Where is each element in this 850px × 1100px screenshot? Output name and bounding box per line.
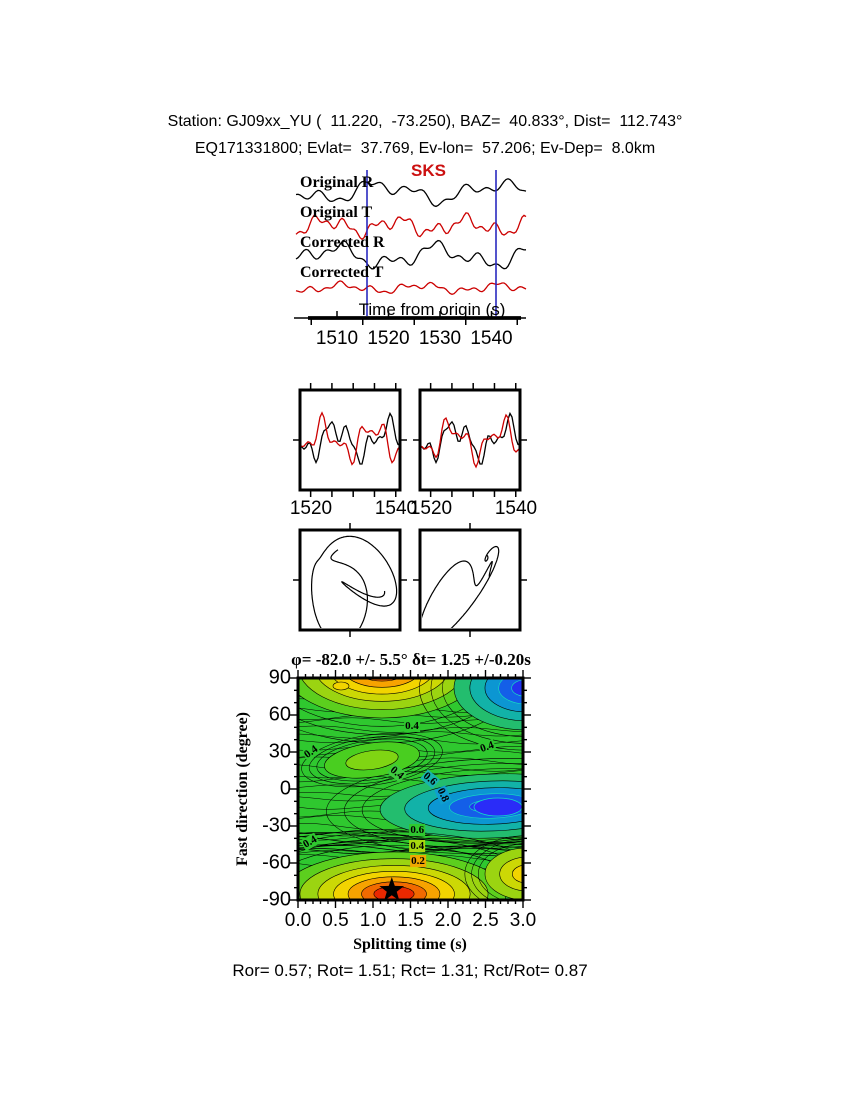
trace-label-corrected-t: Corrected T — [300, 264, 384, 281]
compare-left-tick-label: 1540 — [374, 498, 418, 519]
contour-level-label: 0.4 — [409, 839, 426, 852]
contour-x-tick-label: 0.5 — [322, 910, 349, 931]
time-axis-tick-label: 1530 — [418, 328, 462, 349]
contour-x-tick-label: 1.5 — [397, 910, 424, 931]
energy-ratio-stats: Ror= 0.57; Rot= 1.51; Rct= 1.31; Rct/Rot… — [232, 961, 588, 980]
particle-motion-panels — [293, 523, 527, 637]
trace-label-corrected-r: Corrected R — [300, 234, 385, 251]
contour-y-tick-label: 90 — [268, 666, 291, 689]
contour-x-tick-label: 2.0 — [434, 910, 462, 931]
contour-x-tick-label: 3.0 — [509, 910, 537, 931]
compare-right-tick-label: 1520 — [409, 498, 453, 519]
contour-y-tick-label: 60 — [268, 703, 291, 726]
contour-level-label: 0.6 — [409, 823, 426, 836]
station-info-line: Station: GJ09xx_YU ( 11.220, -73.250), B… — [167, 113, 683, 130]
error-surface-plot — [290, 670, 531, 908]
contour-x-tick-label: 1.0 — [359, 910, 387, 931]
trace-label-original-r: Original R — [300, 174, 374, 191]
time-axis-tick-label: 1510 — [315, 328, 359, 349]
time-axis-tick-label: 1540 — [470, 328, 513, 349]
contour-y-tick-label: -30 — [262, 814, 291, 837]
contour-y-tick-label: 0 — [279, 777, 291, 800]
compare-right-tick-label: 1540 — [494, 498, 538, 519]
contour-y-tick-label: -60 — [262, 851, 291, 874]
splitting-result-title: φ= -82.0 +/- 5.5° δt= 1.25 +/-0.20s — [291, 650, 531, 669]
contour-y-tick-label: -90 — [262, 888, 291, 911]
contour-x-axis-label: Splitting time (s) — [353, 936, 467, 953]
waveform-compare-panels — [293, 383, 527, 497]
trace-label-original-t: Original T — [300, 204, 373, 221]
time-axis-tick-label: 1520 — [367, 328, 410, 349]
phase-label-sks: SKS — [411, 161, 446, 180]
contour-x-tick-label: 2.5 — [472, 910, 499, 931]
compare-left-tick-label: 1520 — [289, 498, 333, 519]
time-axis-label: Time from origin (s) — [358, 300, 506, 319]
contour-level-label: 0.2 — [410, 854, 426, 867]
event-info-line: EQ171331800; Evlat= 37.769, Ev-lon= 57.2… — [194, 140, 656, 157]
contour-y-tick-label: 30 — [268, 740, 291, 763]
seismogram-panel — [294, 170, 527, 325]
contour-level-label: 0.4 — [404, 720, 420, 733]
contour-x-tick-label: 0.0 — [284, 910, 312, 931]
